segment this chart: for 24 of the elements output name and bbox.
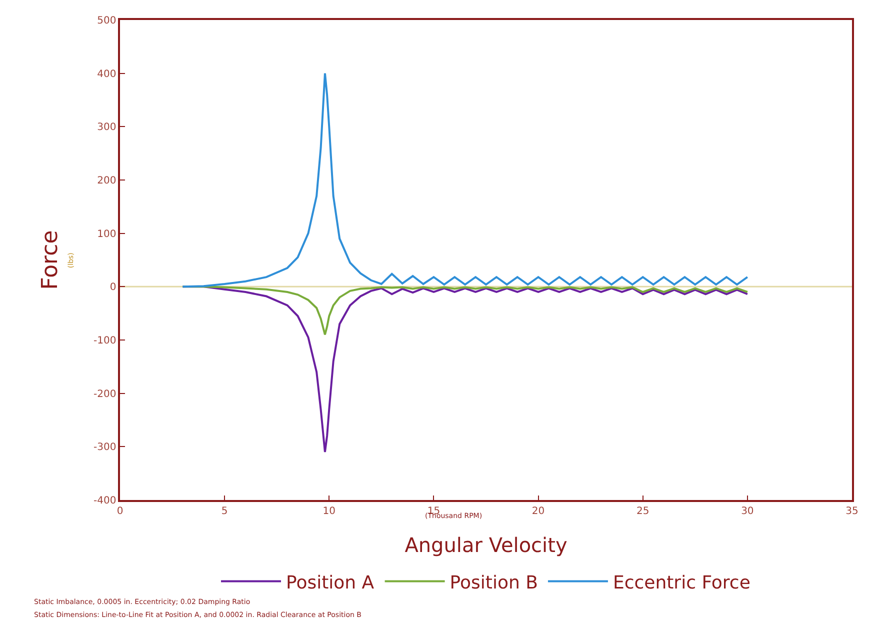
y-tick-label: 500 (97, 16, 116, 26)
x-tick-label: 35 (846, 506, 858, 517)
y-tick-label: -400 (94, 496, 116, 506)
y-axis-title: Force (38, 230, 63, 290)
y-tick-label: 100 (97, 228, 116, 240)
legend-label: Position B (450, 572, 538, 594)
y-tick-label: 400 (97, 68, 116, 80)
y-tick-label: 0 (110, 282, 116, 294)
line-series (182, 286, 748, 336)
x-axis-title: Angular Velocity (404, 532, 568, 557)
x-tick-label: 10 (322, 506, 336, 517)
y-tick-label: 300 (97, 122, 116, 134)
y-tick-label: -100 (94, 336, 116, 346)
line-series (182, 72, 748, 288)
legend-label: Position A (286, 572, 375, 594)
y-tick-label: -200 (94, 388, 116, 400)
y-tick-label: -300 (94, 442, 116, 454)
y-tick-label: 200 (97, 176, 116, 186)
x-tick-label: 5 (221, 506, 228, 517)
x-tick-label: 20 (532, 506, 545, 517)
x-tick-label: 30 (741, 506, 754, 517)
x-tick-label: 0 (116, 506, 124, 517)
x-tick-label: 25 (636, 506, 650, 517)
legend-label: Eccentric Force (612, 572, 750, 594)
